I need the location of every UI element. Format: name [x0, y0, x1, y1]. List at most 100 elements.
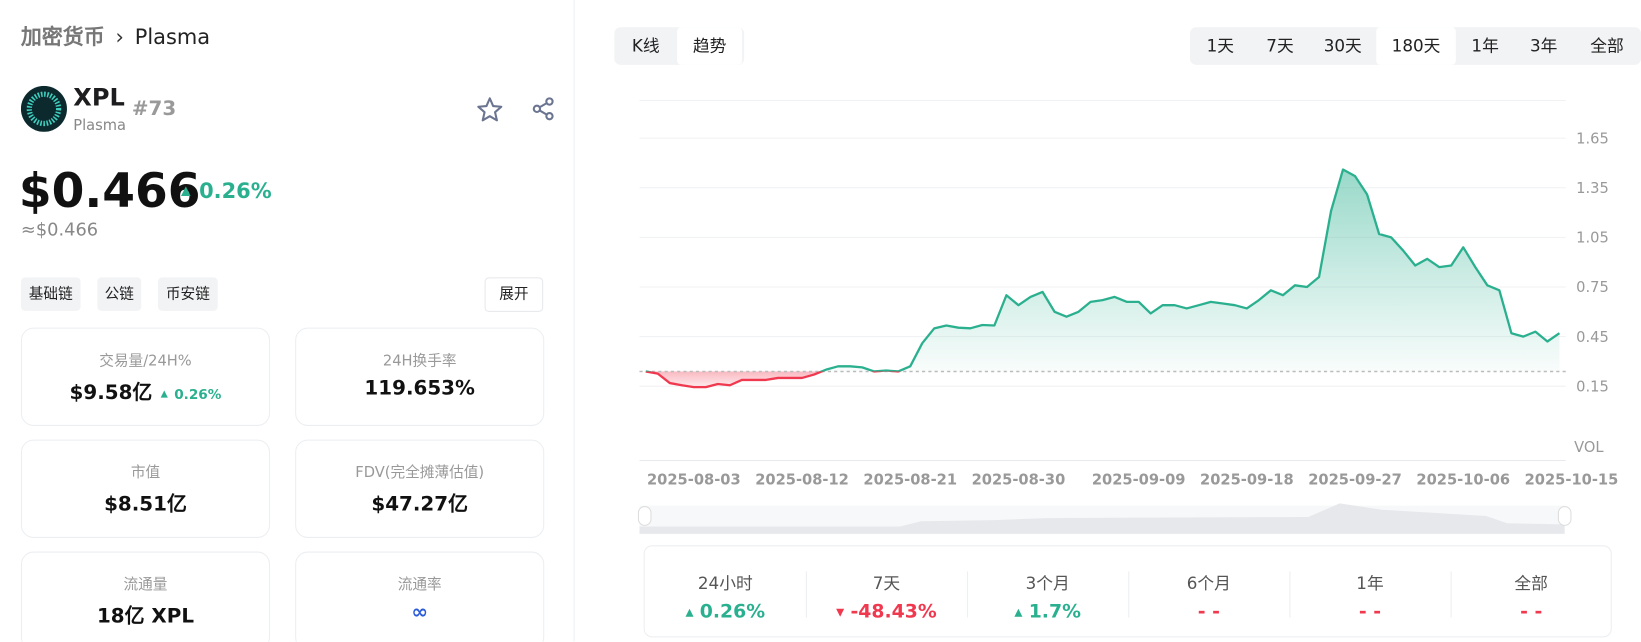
x-tick-label: 2025-08-21: [863, 472, 957, 489]
trend-arrow: ▲: [685, 607, 694, 619]
performance-column: 全部 - -: [1451, 546, 1612, 636]
coin-rank: #73: [131, 97, 177, 121]
stat-card: 流通量 18亿 XPL: [20, 551, 271, 642]
performance-period: 3个月: [1025, 573, 1070, 594]
performance-period: 7天: [872, 573, 901, 594]
price-change-value: 0.26%: [199, 177, 272, 204]
navigator-area: [639, 503, 1565, 534]
tag[interactable]: 基础链: [20, 277, 81, 311]
stat-value: $8.51亿: [104, 492, 187, 516]
price-line: [645, 168, 1561, 389]
price-change: ▲ 0.26%: [181, 177, 272, 204]
y-tick-label: 1.65: [1576, 130, 1609, 147]
tag[interactable]: 公链: [97, 277, 142, 311]
x-tick-label: 2025-08-30: [972, 472, 1066, 489]
divider: [573, 0, 575, 642]
performance-change: - -: [1128, 601, 1289, 623]
y-tick-label: 1.05: [1576, 230, 1609, 247]
favorite-button[interactable]: [476, 96, 503, 123]
stat-value: 18亿 XPL: [96, 604, 195, 628]
trend-arrow: ▼: [836, 607, 845, 619]
y-tick-label: 0.15: [1576, 378, 1609, 395]
performance-divider: [967, 571, 969, 618]
period-tab[interactable]: 3年: [1530, 35, 1558, 56]
stat-card: 24H换手率 119.653%: [295, 327, 545, 426]
y-tick-label: 1.35: [1576, 180, 1609, 197]
period-tab[interactable]: 30天: [1323, 35, 1362, 56]
performance-column: 6个月 - -: [1128, 546, 1289, 636]
performance-period: 全部: [1514, 573, 1548, 594]
stat-value: ∞: [411, 600, 428, 624]
stat-card: 市值 $8.51亿: [20, 439, 271, 538]
tag[interactable]: 币安链: [158, 277, 218, 311]
trend-arrow: ▲: [1014, 607, 1023, 619]
volume-label: VOL: [1574, 439, 1604, 456]
stat-label: 市值: [130, 464, 161, 482]
performance-change: ▼ -48.43%: [806, 601, 967, 623]
price-area: [645, 169, 1560, 388]
period-tab[interactable]: 1年: [1471, 35, 1499, 56]
period-tab[interactable]: 1天: [1206, 35, 1235, 56]
stat-change-value: 0.26%: [174, 387, 222, 403]
stat-label: 24H换手率: [382, 352, 457, 370]
performance-change: ▲ 0.26%: [645, 601, 806, 623]
stat-label: 流通率: [397, 576, 442, 594]
share-button[interactable]: [531, 96, 556, 121]
period-tab[interactable]: 全部: [1590, 35, 1624, 56]
coin-name: Plasma: [73, 117, 127, 134]
chart-tab[interactable]: K线: [631, 35, 660, 56]
period-tab[interactable]: 180天: [1376, 27, 1456, 65]
stat-card: 交易量/24H% $9.58亿 ▲ 0.26%: [20, 327, 271, 426]
chart-tabs: K线 趋势: [614, 27, 745, 65]
performance-column: 3个月 ▲ 1.7%: [967, 546, 1128, 636]
coin-symbol: XPL: [73, 84, 125, 112]
price: $0.466: [18, 163, 201, 219]
stat-value: 119.653%: [364, 376, 475, 400]
performance-period: 24小时: [697, 573, 753, 594]
performance-change-value: 0.26%: [699, 600, 766, 623]
x-tick-label: 2025-09-27: [1308, 472, 1402, 489]
y-tick-label: 0.45: [1576, 329, 1609, 346]
period-tab[interactable]: 7天: [1266, 35, 1294, 56]
performance-change-value: -48.43%: [850, 600, 937, 623]
performance-period: 1年: [1356, 573, 1384, 594]
price-converted: ≈$0.466: [20, 219, 99, 241]
performance-divider: [1128, 571, 1130, 618]
coin-logo: [20, 85, 67, 132]
chart-tab[interactable]: 趋势: [677, 27, 743, 65]
performance-table: 24小时 ▲ 0.26% 7天 ▼ -48.43% 3个月 ▲ 1.7% 6个月 - -1年 - -全…: [643, 545, 1612, 638]
performance-column: 1年 - -: [1289, 546, 1450, 636]
performance-change: - -: [1451, 601, 1612, 623]
performance-column: 24小时 ▲ 0.26%: [645, 546, 806, 636]
performance-column: 7天 ▼ -48.43%: [806, 546, 967, 636]
performance-divider: [805, 571, 807, 618]
stat-label: FDV(完全摊薄估值): [355, 464, 485, 482]
performance-divider: [1289, 571, 1291, 618]
performance-change: ▲ 1.7%: [967, 601, 1128, 623]
x-tick-label: 2025-08-12: [755, 472, 849, 489]
breadcrumb-root[interactable]: 加密货币: [20, 24, 105, 50]
performance-change-value: - -: [1520, 600, 1543, 623]
price-chart: 0.15 0.45 0.75 1.05 1.35 1.65 VOL 2025-08-03 202…: [637, 99, 1619, 534]
x-tick-label: 2025-10-06: [1416, 472, 1510, 489]
navigator-handle[interactable]: [1557, 506, 1572, 526]
stat-card: 流通率 ∞: [295, 551, 545, 642]
expand-button[interactable]: 展开: [484, 277, 544, 312]
breadcrumb-current: Plasma: [134, 24, 211, 50]
x-tick-label: 2025-09-18: [1200, 472, 1294, 489]
stat-label: 交易量/24H%: [99, 352, 192, 370]
x-tick-label: 2025-08-03: [647, 472, 741, 489]
navigator-handle[interactable]: [637, 506, 652, 526]
y-tick-label: 0.75: [1576, 279, 1609, 296]
stat-change: ▲ 0.26%: [160, 387, 222, 403]
x-tick-label: 2025-10-15: [1525, 472, 1619, 489]
stat-card: FDV(完全摊薄估值) $47.27亿: [295, 439, 545, 538]
breadcrumb-sep: ›: [115, 24, 124, 50]
performance-change: - -: [1289, 601, 1450, 623]
x-tick-label: 2025-09-09: [1092, 472, 1186, 489]
stat-label: 流通量: [123, 576, 168, 594]
performance-change-value: 1.7%: [1028, 600, 1081, 623]
stat-value-text: $9.58亿: [69, 380, 153, 404]
